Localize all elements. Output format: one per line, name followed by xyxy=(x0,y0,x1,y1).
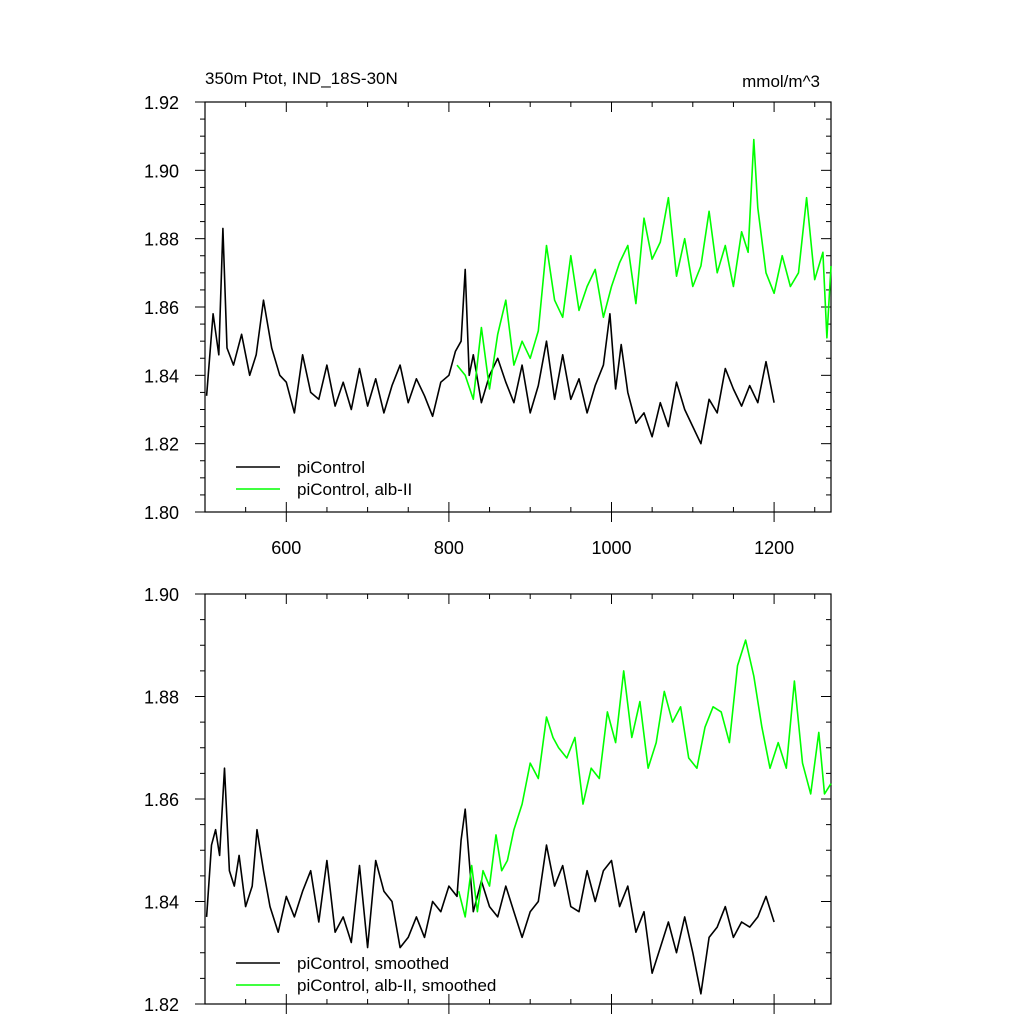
legend-label: piControl, smoothed xyxy=(297,954,449,973)
series-line-0 xyxy=(205,227,775,445)
bottom-plot-frame xyxy=(204,593,832,1005)
y-tick-label: 1.92 xyxy=(144,93,179,113)
top-units: mmol/m^3 xyxy=(742,72,820,91)
y-tick-label: 1.86 xyxy=(144,298,179,318)
legend-label: piControl, alb-II, smoothed xyxy=(297,976,496,995)
top-panel: 350m Ptot, IND_18S-30N mmol/m^3 600 800 10… xyxy=(144,69,832,558)
x-tick-label: 1200 xyxy=(754,538,794,558)
y-tick-label: 1.84 xyxy=(144,366,179,386)
series-line-1 xyxy=(456,138,832,401)
y-tick-label: 1.82 xyxy=(144,435,179,455)
series-line-0 xyxy=(205,767,775,995)
x-tick-label: 800 xyxy=(434,538,464,558)
legend-label: piControl xyxy=(297,458,365,477)
x-tick-label: 600 xyxy=(271,538,301,558)
y-tick-label: 1.88 xyxy=(144,688,179,708)
y-tick-label: 1.90 xyxy=(144,585,179,605)
top-title: 350m Ptot, IND_18S-30N xyxy=(205,69,398,88)
y-tick-label: 1.86 xyxy=(144,790,179,810)
bottom-ticks: 1.82 1.84 1.86 1.88 1.90 xyxy=(144,585,831,1015)
bottom-series xyxy=(205,639,832,995)
x-tick-label: 1000 xyxy=(591,538,631,558)
legend-label: piControl, alb-II xyxy=(297,480,412,499)
series-line-1 xyxy=(457,639,832,918)
bottom-panel: 1.82 1.84 1.86 1.88 1.90 piControl, smoothed… xyxy=(144,585,832,1015)
top-ticks: 600 800 1000 1200 1.80 1.82 1.84 1.86 1.88 1.90 1.… xyxy=(144,93,831,558)
bottom-legend: piControl, smoothed piControl, alb-II, sm… xyxy=(236,954,496,995)
y-tick-label: 1.90 xyxy=(144,161,179,181)
y-tick-label: 1.88 xyxy=(144,230,179,250)
top-series xyxy=(205,138,832,445)
y-tick-label: 1.80 xyxy=(144,503,179,523)
y-tick-label: 1.84 xyxy=(144,893,179,913)
top-plot-frame xyxy=(204,101,832,513)
y-tick-label: 1.82 xyxy=(144,995,179,1015)
top-legend: piControl piControl, alb-II xyxy=(236,458,412,499)
